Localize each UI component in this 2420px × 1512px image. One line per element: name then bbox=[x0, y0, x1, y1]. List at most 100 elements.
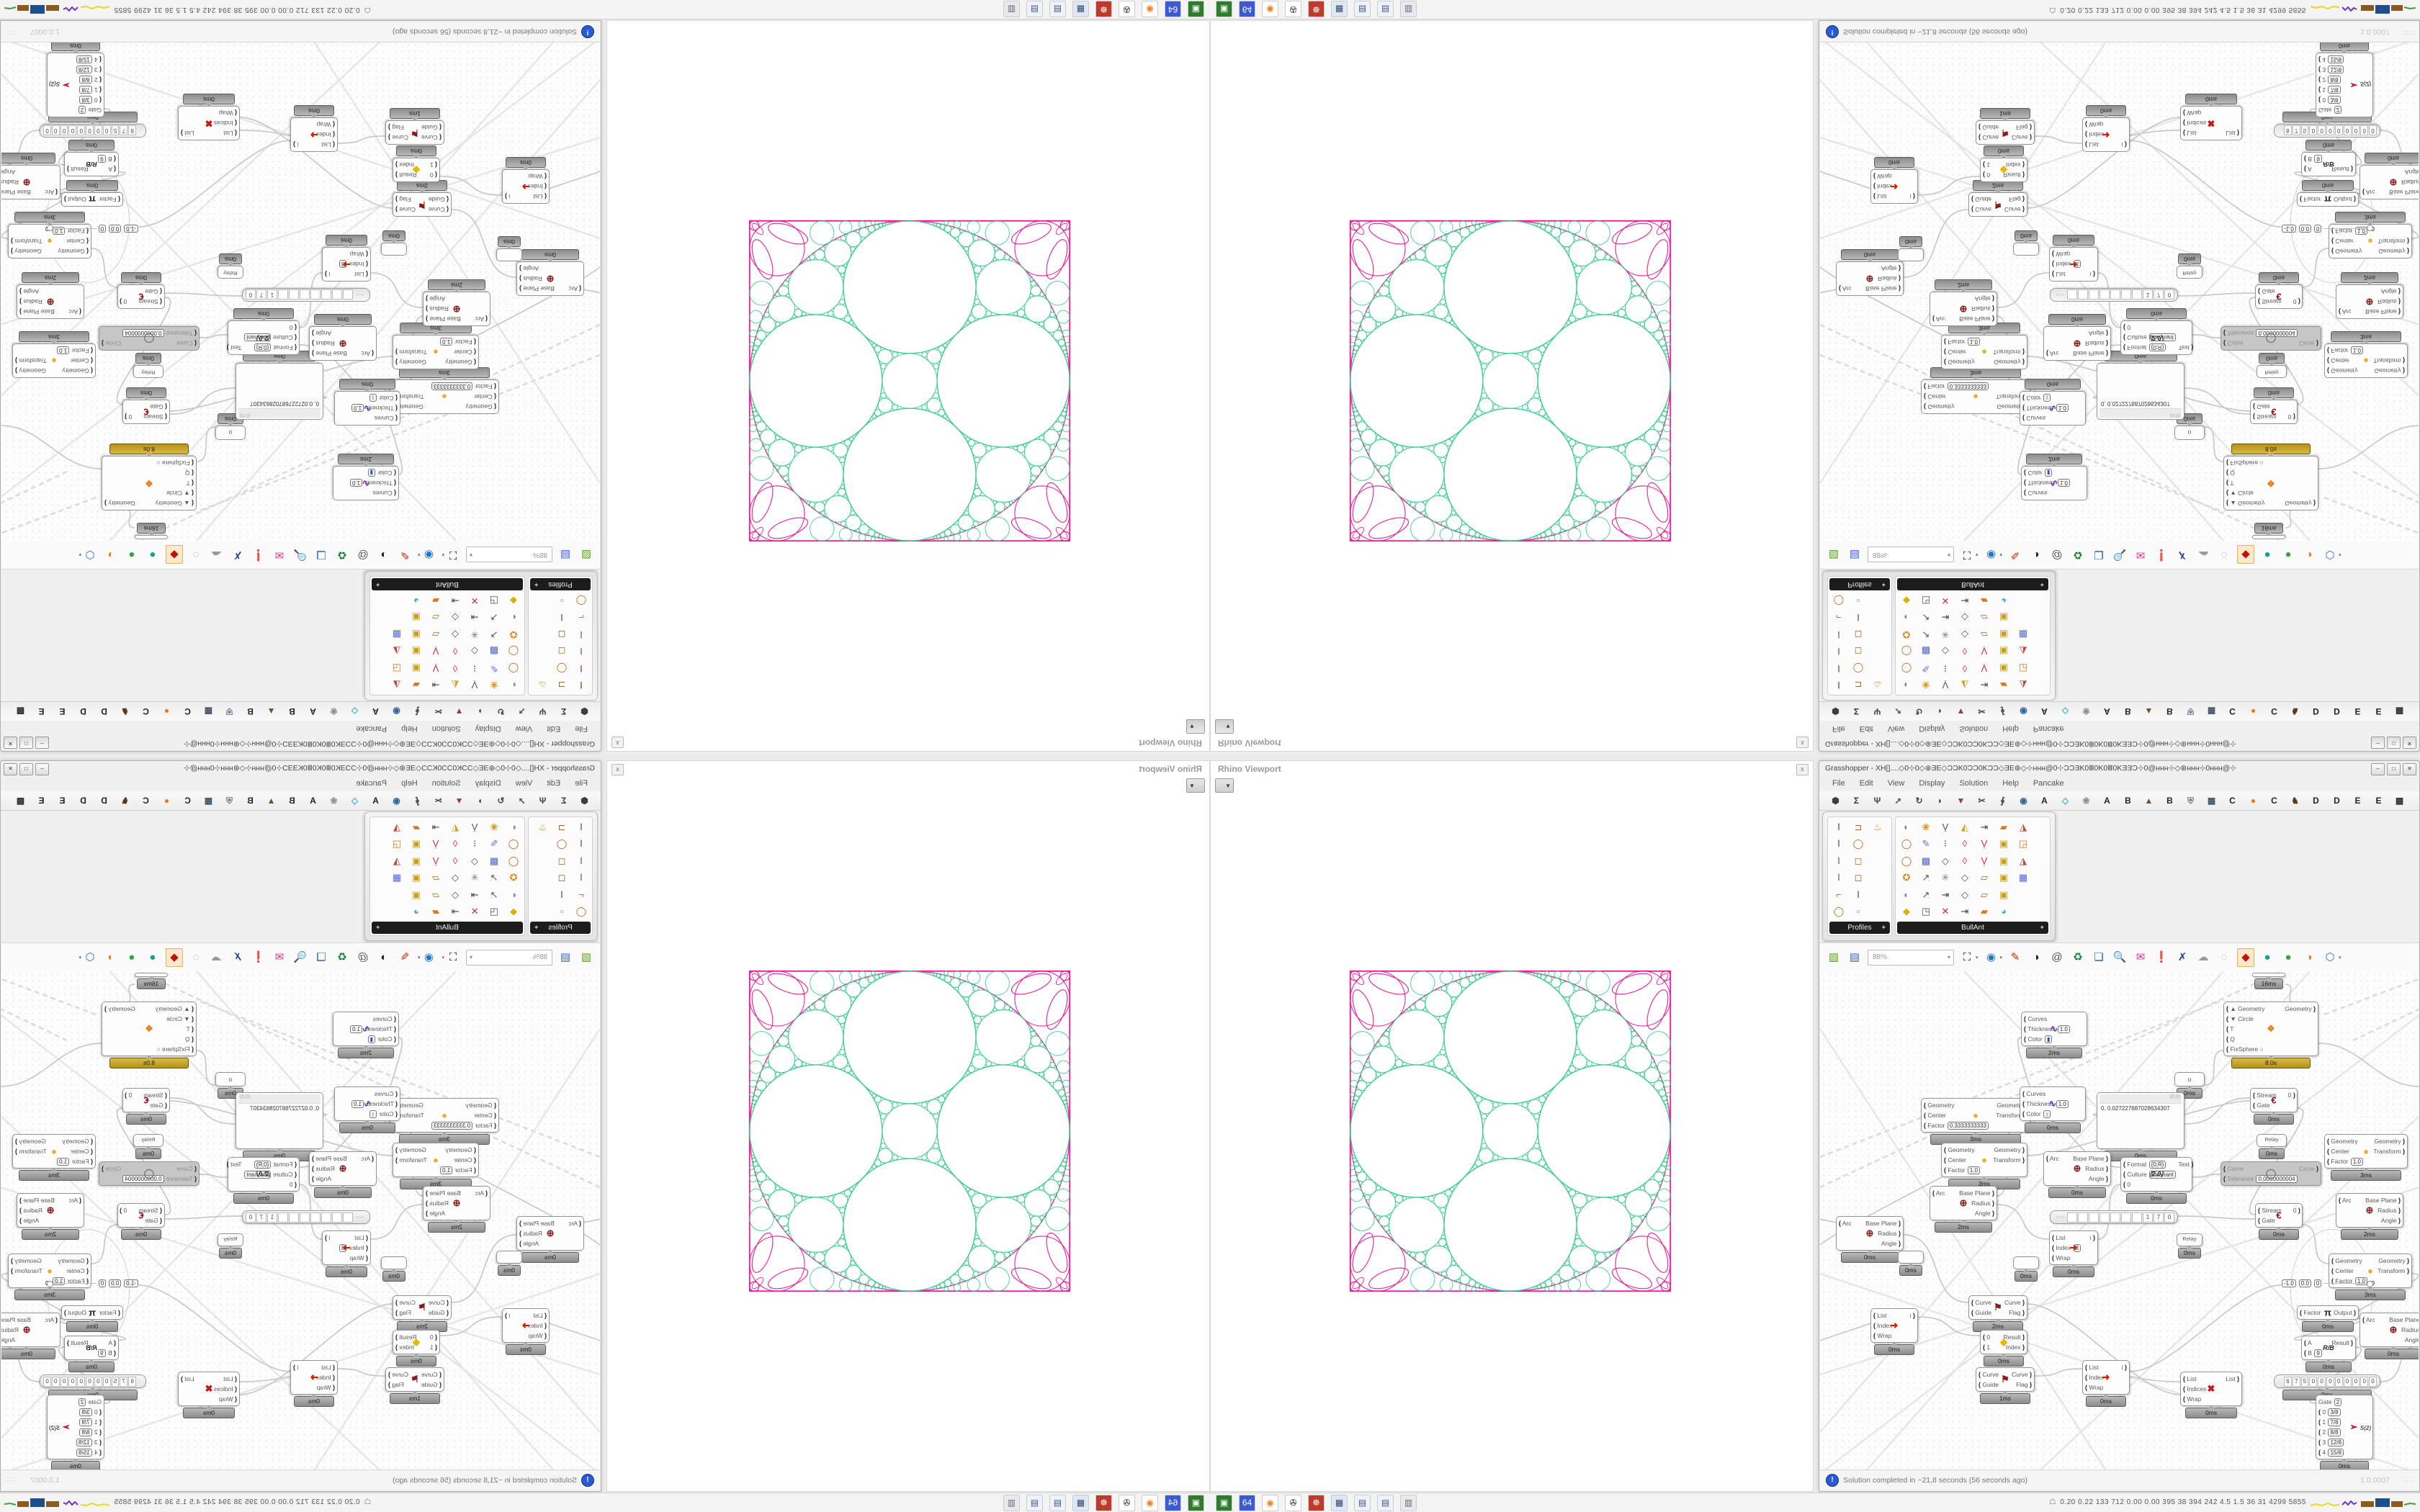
resize-grip[interactable]: ∷∷ bbox=[6, 1476, 17, 1484]
dropdown-arrow-icon[interactable]: ▾ bbox=[442, 552, 444, 557]
zoom-level-box[interactable]: 88% ▾ bbox=[1868, 950, 1954, 966]
palette-component-icon[interactable]: ⇥ bbox=[451, 905, 460, 917]
palette-component-icon[interactable]: Ṿ bbox=[471, 680, 478, 690]
palette-component-icon[interactable]: ⊐ bbox=[1854, 680, 1863, 690]
palette-component-icon[interactable]: ◇ bbox=[471, 855, 478, 866]
palette-component-icon[interactable]: ▫ bbox=[1856, 595, 1860, 607]
component-tab[interactable]: E bbox=[2375, 796, 2382, 806]
palette-component-icon[interactable]: ◐ bbox=[1904, 612, 1909, 624]
blob-outline-icon[interactable]: ◌ bbox=[192, 951, 200, 963]
blob-green-icon[interactable]: ● bbox=[128, 951, 135, 963]
gh-node-stream-filter[interactable]: Gate 2( 0 3/8( 1 7/8( 2 8/8( 3 12/8( 4 1… bbox=[2316, 42, 2373, 117]
search-icon[interactable]: 🔍 bbox=[2112, 549, 2127, 561]
component-tab[interactable]: E bbox=[38, 796, 45, 806]
palette-component-icon[interactable]: ▰ bbox=[1981, 595, 1988, 607]
paw-icon[interactable]: ✇ bbox=[1119, 1, 1135, 17]
gh-node-list-item-a[interactable]: ( List i )( Index( Wrap ➜ 0ms bbox=[502, 157, 550, 204]
grasshopper-titlebar[interactable]: Grasshopper - XH[]....◇0⊹0◇⊛ƎE◇ƆƆK0ƆƆ0KƆ… bbox=[1, 735, 601, 751]
palette-component-icon[interactable]: ✳ bbox=[1941, 629, 1950, 640]
palette-component-icon[interactable]: ✳ bbox=[470, 872, 479, 883]
chevron-down-icon[interactable]: ✦ bbox=[534, 924, 539, 931]
menu-file[interactable]: File bbox=[575, 724, 588, 733]
component-tab[interactable]: D bbox=[101, 706, 107, 716]
palette-component-icon[interactable]: ♨ bbox=[538, 680, 547, 690]
component-tab[interactable]: ◗ bbox=[477, 796, 483, 806]
bullant-footer[interactable]: BullAnt ✦ bbox=[372, 922, 523, 934]
gh-node-member-index[interactable]: ( 0 Result )( 1 Index ) ◆ 0ms bbox=[393, 1330, 440, 1367]
gh-node-pi-node[interactable]: ( Factor Output ) π 0ms bbox=[2297, 1305, 2359, 1332]
gh-node-member-index[interactable]: ( 0 Result )( 1 Index ) ◆ 0ms bbox=[1980, 145, 2027, 182]
component-tab[interactable]: ◉ bbox=[393, 796, 400, 806]
palette-component-icon[interactable]: ◲ bbox=[392, 662, 402, 674]
menu-display[interactable]: Display bbox=[1919, 724, 1945, 733]
resize-grip[interactable]: ∷∷ bbox=[2403, 28, 2414, 36]
blob-gray-icon[interactable]: ☁ bbox=[2197, 951, 2209, 963]
blob-green-icon[interactable]: ● bbox=[128, 549, 135, 561]
component-tab[interactable]: Ψ bbox=[1873, 796, 1881, 806]
menu-pancake[interactable]: Pancake bbox=[356, 724, 387, 733]
dropdown-arrow-icon[interactable]: ▾ bbox=[79, 955, 81, 960]
gh-node-fixsphere-loop[interactable]: ( ▲ Geometry Geometry )( ▼ Circle( T( Q(… bbox=[2223, 444, 2318, 510]
gh-node-cull-index[interactable]: ( List List )( Indices( Wrap ✖ 0ms bbox=[2180, 1372, 2242, 1418]
open-file-icon[interactable]: ▨ bbox=[581, 549, 592, 561]
palette-component-icon[interactable]: ◲ bbox=[2018, 662, 2028, 674]
palette-component-icon[interactable]: ⊐ bbox=[557, 680, 566, 690]
dropdown-arrow-icon[interactable]: ▾ bbox=[1976, 955, 1978, 960]
gh-node-dearc-a[interactable]: ( Arc Base Plane ) Radius ) Angle ) ⊕ 2ms bbox=[423, 279, 490, 326]
component-tab[interactable]: ⛨ bbox=[2187, 706, 2194, 717]
palette-component-icon[interactable]: Ⅰ bbox=[1837, 855, 1840, 866]
palette-component-icon[interactable]: ◇ bbox=[1942, 646, 1949, 657]
component-tab[interactable]: B bbox=[289, 706, 295, 716]
hex-blue-icon[interactable]: ⬡ bbox=[85, 951, 95, 963]
half-orange-icon[interactable]: ◑ bbox=[2305, 549, 2313, 561]
chevron-down-icon[interactable]: ✦ bbox=[375, 581, 381, 588]
palette-component-icon[interactable]: ◻ bbox=[557, 646, 566, 657]
red-badge-icon[interactable]: ☸ bbox=[1095, 1495, 1112, 1511]
close-icon[interactable]: x bbox=[1796, 737, 1809, 748]
palette-component-icon[interactable]: ◻ bbox=[557, 872, 566, 883]
chevron-down-icon[interactable]: ✦ bbox=[1881, 924, 1886, 931]
palette-component-icon[interactable]: ▱ bbox=[1981, 888, 1988, 900]
red-badge-icon[interactable]: ☸ bbox=[1308, 1, 1325, 17]
window-button[interactable]: ✕ bbox=[2403, 737, 2416, 749]
palette-component-icon[interactable]: ◊ bbox=[1962, 646, 1968, 657]
floppy64-icon[interactable]: 64 bbox=[1165, 1, 1181, 17]
menu-pancake[interactable]: Pancake bbox=[2033, 724, 2064, 733]
palette-component-icon[interactable]: ◊ bbox=[452, 662, 458, 674]
palette-component-icon[interactable]: ⇥ bbox=[1941, 888, 1950, 900]
gh-node-relay-b[interactable]: 0ms bbox=[2013, 230, 2039, 256]
firefox-icon[interactable]: ◉ bbox=[1262, 1, 1278, 17]
palette-component-icon[interactable]: ✎ bbox=[1922, 838, 1930, 850]
dropdown-arrow-icon[interactable]: ▾ bbox=[1999, 955, 2003, 960]
gh-node-dearc-a[interactable]: ( Arc Base Plane ) Radius ) Angle ) ⊕ 2ms bbox=[423, 1186, 490, 1233]
palette-component-icon[interactable]: Ⅰ bbox=[1837, 872, 1840, 883]
component-tab[interactable]: Σ bbox=[1853, 706, 1860, 716]
gha-recycle-icon[interactable]: ♻ bbox=[337, 549, 347, 561]
palette-component-icon[interactable]: ▣ bbox=[1999, 888, 2009, 900]
menu-help[interactable]: Help bbox=[401, 779, 418, 788]
gh-node-dearc-b[interactable]: ( Arc Base Plane ) Radius ) Angle ) ⊕ 0ms bbox=[516, 249, 584, 296]
gh-node-scale-one-a[interactable]: ( Geometry Geometry )( Center Transform … bbox=[393, 1143, 479, 1189]
gh-node-md-slider[interactable]: -1.00.000 bbox=[45, 225, 139, 233]
grasshopper-canvas[interactable]: ( Geometry Geometry )( Center Transform … bbox=[1820, 42, 2419, 541]
notepad-icon[interactable]: ▤ bbox=[1049, 1495, 1066, 1511]
palette-component-icon[interactable]: ◐ bbox=[1904, 680, 1909, 690]
palette-component-icon[interactable]: ◯ bbox=[575, 595, 587, 607]
lightbulb-icon[interactable]: ❗ bbox=[2154, 549, 2169, 561]
palette-component-icon[interactable]: ▣ bbox=[411, 888, 421, 900]
gh-node-circle-disabled[interactable]: ( Curve Circle )( Tolerance 0,0000000004… bbox=[2220, 326, 2321, 351]
paw-icon[interactable]: ✇ bbox=[1119, 1495, 1135, 1511]
component-tab[interactable]: ❀ bbox=[330, 796, 338, 806]
firefox-icon[interactable]: ◉ bbox=[1142, 1495, 1158, 1511]
gh-node-list-item-c[interactable]: ( List i )( Index( Wrap ➜ 0ms bbox=[290, 105, 338, 152]
component-tab[interactable]: E bbox=[2375, 706, 2382, 716]
menu-edit[interactable]: Edit bbox=[1859, 724, 1873, 733]
component-tab[interactable]: ➚ bbox=[1894, 706, 1902, 716]
dropdown-arrow-icon[interactable]: ▾ bbox=[417, 552, 421, 557]
palette-component-icon[interactable]: ⇥ bbox=[1941, 612, 1950, 624]
menu-edit[interactable]: Edit bbox=[547, 724, 561, 733]
dropdown-arrow-icon[interactable]: ▾ bbox=[442, 955, 444, 960]
zoom-extents-icon[interactable]: ⛶ bbox=[1963, 549, 1971, 561]
